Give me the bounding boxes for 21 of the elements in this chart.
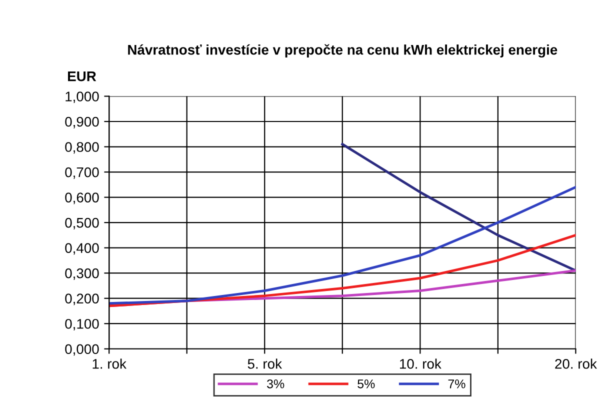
y-tick-label: 0,000 xyxy=(65,344,99,356)
y-tick-label: 0,600 xyxy=(65,192,99,204)
y-tick-label: 0,700 xyxy=(65,167,99,179)
legend-label: 5% xyxy=(358,380,375,388)
y-tick-label: 0,800 xyxy=(65,142,99,154)
y-tick-label: 0,400 xyxy=(65,243,99,255)
y-axis-title: EUR xyxy=(68,72,96,82)
y-tick-label: 0,900 xyxy=(65,116,99,128)
legend-label: 7% xyxy=(448,380,466,388)
legend-label: 3% xyxy=(267,379,284,388)
x-tick-label: 5. rok xyxy=(248,358,282,369)
line-series xyxy=(341,142,576,272)
chart-title: Návratnosť investície v prepočte na cenu kWh elektrickej energie xyxy=(128,44,558,58)
x-tick-label: 1. rok xyxy=(92,358,126,369)
y-tick-label: 0,500 xyxy=(65,218,99,230)
y-tick-label: 0,300 xyxy=(65,268,99,280)
y-tick-label: 0,200 xyxy=(65,294,99,306)
x-tick-label: 10. rok xyxy=(400,358,442,369)
x-tick-label: 20. rok xyxy=(555,358,597,369)
y-tick-label: 1,000 xyxy=(66,92,99,104)
y-tick-label: 0,100 xyxy=(65,318,99,330)
